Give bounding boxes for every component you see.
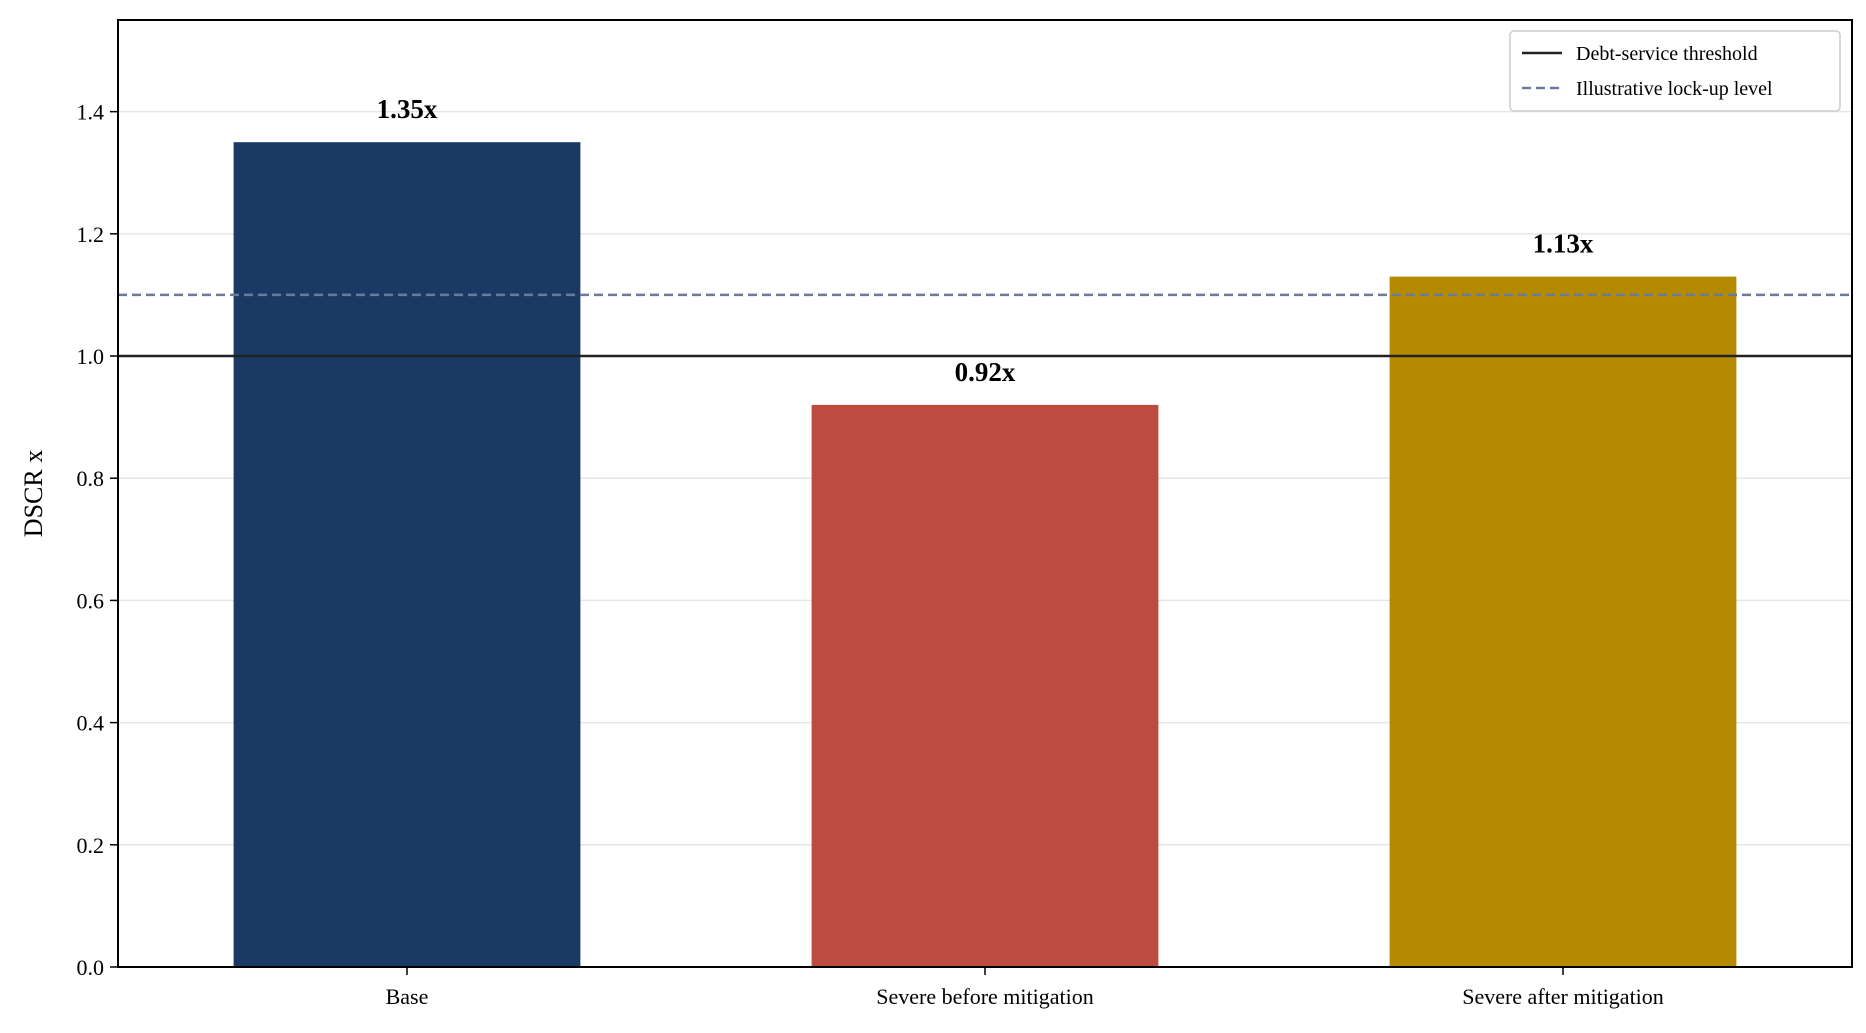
y-tick-label: 0.0 [77,955,105,980]
bar [1389,276,1737,967]
y-axis-title: DSCR x [19,450,48,537]
bars [233,142,1737,967]
reference-lines [118,293,1852,358]
y-tick-label: 0.2 [77,833,105,858]
x-tick-label: Severe before mitigation [876,984,1093,1009]
x-axis: Base Severe before mitigation Severe after… [386,967,1664,1009]
y-tick-label: 1.2 [77,222,105,247]
y-tick-label: 0.8 [77,466,105,491]
y-tick-label: 1.0 [77,344,105,369]
bar [233,142,581,967]
bar-value-label: 1.13x [1533,229,1594,259]
legend-label-debt-service-threshold: Debt-service threshold [1576,43,1758,65]
data-labels: 1.35x 0.92x 1.13x [377,94,1594,387]
bar-value-label: 1.35x [377,94,438,124]
x-tick-label: Base [386,984,429,1009]
y-tick-label: 0.6 [77,588,105,613]
legend: Debt-service threshold Illustrative lock… [1509,30,1841,112]
y-axis: 0.0 0.2 0.4 0.6 0.8 1.0 1.2 1.4 [77,100,118,980]
bar-value-label: 0.92x [955,357,1016,387]
y-tick-label: 1.4 [77,100,105,125]
y-tick-label: 0.4 [77,711,105,736]
legend-box [1509,30,1841,112]
bar [811,404,1159,967]
legend-label-lock-up-level: Illustrative lock-up level [1576,78,1773,100]
x-tick-label: Severe after mitigation [1462,984,1664,1009]
